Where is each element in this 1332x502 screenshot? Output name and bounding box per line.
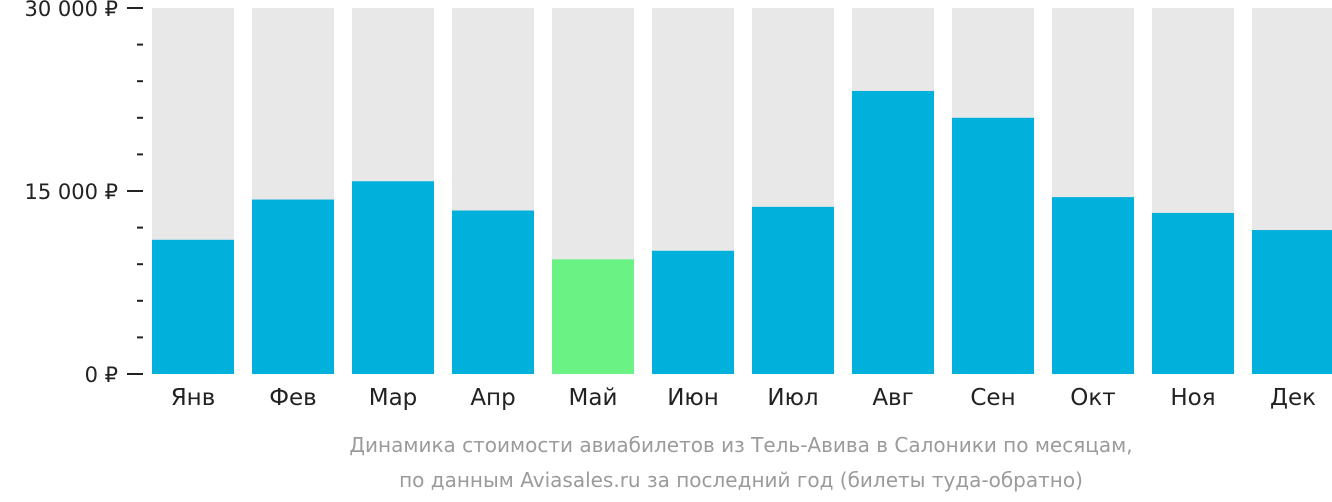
chart-caption-line-2: по данным Aviasales.ru за последний год … [399, 468, 1083, 492]
y-tick-label: 30 000 ₽ [24, 0, 118, 21]
x-tick-label: Апр [470, 385, 515, 411]
x-tick-label: Дек [1270, 385, 1316, 411]
x-tick-label: Сен [970, 385, 1015, 411]
bar [352, 181, 434, 374]
x-tick-label: Июн [667, 385, 719, 411]
bar [752, 206, 834, 374]
x-tick-label: Ноя [1170, 385, 1215, 411]
x-tick-label: Мар [369, 385, 418, 411]
bar-highlighted [552, 259, 634, 374]
bar [252, 199, 334, 374]
y-tick-label: 15 000 ₽ [24, 180, 118, 204]
y-tick-label: 0 ₽ [85, 363, 118, 387]
x-tick-label: Май [569, 385, 618, 411]
x-tick-label: Янв [171, 385, 216, 411]
x-tick-label: Июл [767, 385, 818, 411]
bar [152, 239, 234, 374]
x-tick-label: Авг [872, 385, 913, 411]
bar [1252, 230, 1332, 374]
bar [852, 90, 934, 375]
bar [1052, 197, 1134, 374]
bar [652, 250, 734, 374]
bar [452, 210, 534, 374]
bar [1152, 212, 1234, 374]
chart-caption-line-1: Динамика стоимости авиабилетов из Тель-А… [349, 433, 1133, 457]
x-tick-label: Окт [1070, 385, 1115, 411]
x-tick-label: Фев [269, 385, 317, 411]
bar [952, 117, 1034, 375]
